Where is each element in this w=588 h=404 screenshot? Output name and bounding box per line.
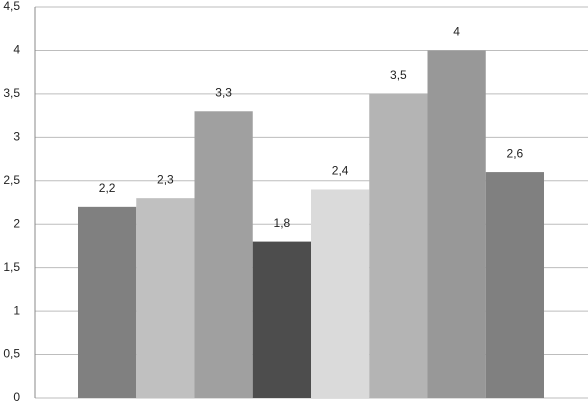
data-label: 4: [453, 25, 460, 39]
bar: [78, 206, 137, 398]
bar: [311, 189, 370, 398]
bar: [427, 50, 486, 398]
y-tick-label: 3: [13, 130, 20, 144]
y-tick-label: 0: [13, 390, 20, 404]
data-label: 3,3: [215, 85, 232, 99]
bar: [136, 198, 195, 398]
bar: [485, 172, 544, 398]
data-label: 2,6: [507, 146, 524, 160]
data-label: 2,2: [99, 181, 116, 195]
y-tick-label: 4: [13, 43, 20, 57]
y-tick-label: 2,5: [3, 173, 20, 187]
data-label: 2,4: [332, 164, 349, 178]
data-label: 3,5: [390, 68, 407, 82]
y-tick-label: 1,5: [3, 260, 20, 274]
bar: [369, 93, 428, 398]
data-label: 1,8: [274, 216, 291, 230]
y-tick-label: 4,5: [3, 0, 20, 13]
data-label: 2,3: [157, 172, 174, 186]
y-tick-label: 1: [13, 303, 20, 317]
y-tick-label: 0,5: [3, 347, 20, 361]
bar: [252, 241, 311, 398]
bar: [194, 111, 253, 399]
y-tick-label: 2: [13, 216, 20, 230]
y-tick-label: 3,5: [3, 86, 20, 100]
